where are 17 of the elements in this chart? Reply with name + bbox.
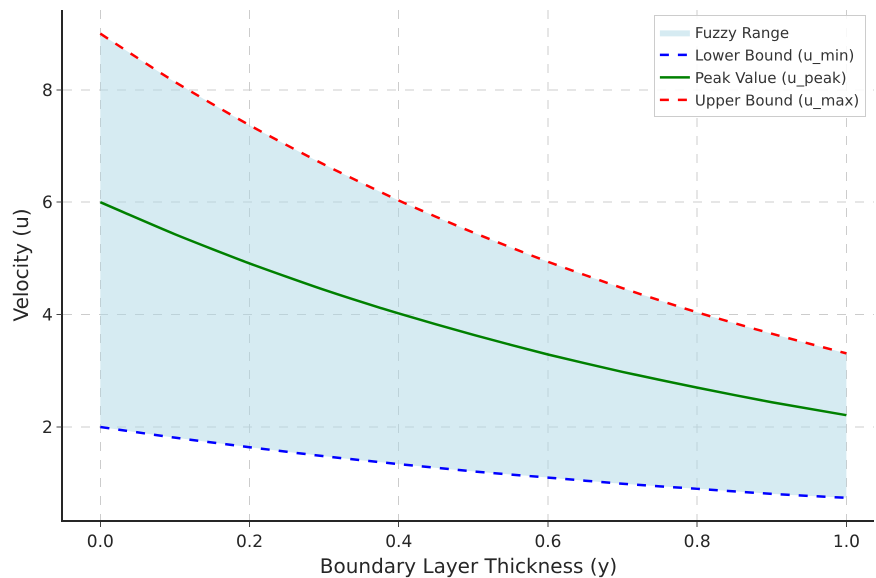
x-tick-label: 0.0 (86, 532, 114, 552)
legend-label: Upper Bound (u_max) (694, 92, 860, 110)
x-tick-label: 0.2 (236, 532, 264, 552)
x-axis-title: Boundary Layer Thickness (y) (320, 554, 618, 578)
legend-label: Fuzzy Range (694, 24, 790, 42)
legend-label: Lower Bound (u_min) (694, 46, 854, 65)
y-tick-label: 2 (42, 418, 53, 438)
line-series (99, 200, 848, 416)
x-tick-label: 1.0 (832, 532, 860, 552)
y-tick-label: 8 (42, 80, 53, 101)
legend-label: Peak Value (u_peak) (694, 69, 847, 88)
x-tick-label: 0.6 (534, 532, 562, 552)
x-tick-label: 0.4 (385, 532, 412, 552)
y-axis-title: Velocity (u) (9, 208, 34, 322)
y-tick-label: 6 (42, 193, 53, 214)
y-tick-label: 4 (42, 306, 53, 326)
x-tick-label: 0.8 (684, 532, 711, 552)
